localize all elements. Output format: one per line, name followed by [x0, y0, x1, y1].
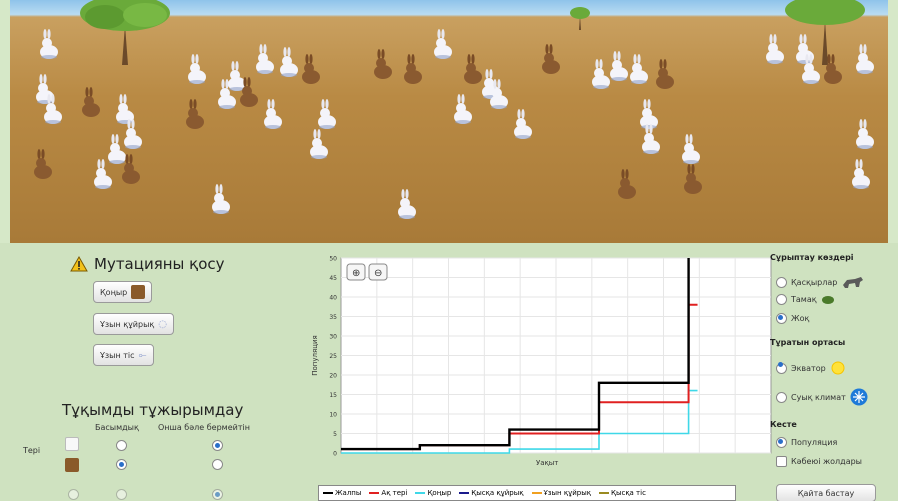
arctic-radio[interactable] [776, 391, 787, 403]
wolf-icon [843, 277, 864, 288]
fur-row-label: Терi [23, 446, 41, 455]
population-radio[interactable] [776, 437, 787, 448]
chart-legend: Жалпы Ақ тері Қоңыр Қысқа құйрық Ұзын құ… [318, 485, 736, 501]
legend-total: Жалпы [323, 489, 361, 497]
bunny [34, 29, 874, 219]
mutation-long-teeth-button[interactable]: Ұзын тіс ⟜ [93, 344, 154, 366]
settings-panel: Сұрыптау көздері Қасқырлар Тамақ Жоқ Тұр… [766, 243, 898, 501]
none-radio[interactable] [776, 313, 787, 324]
teeth-icon: ⟜ [138, 349, 147, 361]
brown-fur-icon [131, 285, 146, 299]
mutation-brown-button[interactable]: Қоңыр [93, 281, 153, 303]
add-mutation-title: Мутацияны қосу [70, 255, 225, 273]
environment-arctic-option[interactable]: Суық климат [776, 388, 868, 406]
wolves-radio[interactable] [776, 276, 787, 288]
pedigree-checkbox[interactable] [776, 456, 787, 467]
tail-dominant-radio[interactable] [116, 489, 127, 500]
white-dominant-radio[interactable] [116, 440, 127, 451]
y-tick-label: 20 [329, 373, 337, 380]
tail-recessive-radio[interactable] [212, 489, 223, 500]
control-panel: Мутацияны қосу Қоңыр Ұзын құйрық ◌ Ұзын … [0, 243, 898, 501]
bunny-layer [34, 29, 874, 219]
y-tick-label: 50 [329, 256, 337, 263]
equator-radio[interactable] [776, 362, 787, 374]
y-tick-label: 15 [329, 392, 337, 399]
warning-icon [70, 256, 88, 272]
view-population-option[interactable]: Популяция [776, 437, 837, 448]
tail-row-radio[interactable] [68, 489, 79, 500]
recessive-column-label: Онша бәле бермейтін [158, 423, 250, 432]
y-tick-label: 0 [333, 451, 337, 458]
reset-button[interactable]: Қайта бастау [776, 484, 876, 501]
view-pedigree-option[interactable]: Кәбеюі жолдары [776, 456, 862, 467]
tail-icon: ◌ [158, 318, 167, 330]
brown-fur-icon [65, 458, 79, 472]
y-tick-label: 45 [329, 275, 337, 282]
white-recessive-radio[interactable] [212, 440, 223, 451]
y-tick-label: 35 [329, 314, 337, 321]
environment-title: Тұратын ортасы [770, 338, 846, 347]
mutation-long-tail-button[interactable]: Ұзын құйрық ◌ [93, 313, 174, 335]
white-fur-icon [65, 437, 79, 451]
selection-wolves-option[interactable]: Қасқырлар [776, 275, 865, 289]
y-tick-label: 25 [329, 353, 337, 360]
tree-small [570, 7, 590, 30]
view-title: Кесте [770, 420, 797, 429]
habitat-scene [10, 0, 888, 243]
legend-short-teeth: Қысқа тіс [598, 489, 646, 497]
dominant-column-label: Басымдық [95, 423, 139, 432]
y-tick-label: 10 [329, 412, 337, 419]
genes-title: Тұқымды тұжырымдау [62, 401, 244, 419]
y-tick-label: 40 [329, 295, 337, 302]
zoom-out-icon: ⊖ [374, 268, 382, 279]
legend-long-tail: Ұзын құйрық [531, 489, 591, 497]
brown-recessive-radio[interactable] [212, 459, 223, 470]
selection-title: Сұрыптау көздері [770, 253, 854, 262]
legend-brown: Қоңыр [415, 489, 451, 497]
x-axis-label: Уақыт [536, 459, 558, 467]
legend-white: Ақ тері [369, 489, 407, 497]
zoom-in-button [346, 263, 366, 281]
brown-dominant-radio[interactable] [116, 459, 127, 470]
population-chart: 0 5 10 15 20 25 30 35 40 45 50 Уақыт Популяция ⊕ ⊖ [311, 256, 772, 467]
sun-icon [831, 361, 845, 375]
legend-short-tail: Қысқа құйрық [459, 489, 524, 497]
plant-icon [821, 296, 834, 304]
mutation-and-genes: Мутацияны қосу Қоңыр Ұзын құйрық ◌ Ұзын … [10, 243, 300, 501]
selection-food-option[interactable]: Тамақ [776, 293, 835, 305]
environment-equator-option[interactable]: Экватор [776, 360, 846, 376]
zoom-out-button [368, 263, 388, 281]
selection-none-option[interactable]: Жоқ [776, 313, 809, 324]
food-radio[interactable] [776, 293, 787, 305]
tree-left [80, 0, 170, 65]
series-line [341, 258, 690, 451]
y-axis-label: Популяция [311, 335, 319, 375]
snowflake-icon [850, 388, 868, 406]
tree-right [785, 0, 865, 65]
y-tick-label: 5 [333, 431, 337, 438]
zoom-in-icon: ⊕ [352, 268, 360, 279]
y-tick-label: 30 [329, 334, 337, 341]
